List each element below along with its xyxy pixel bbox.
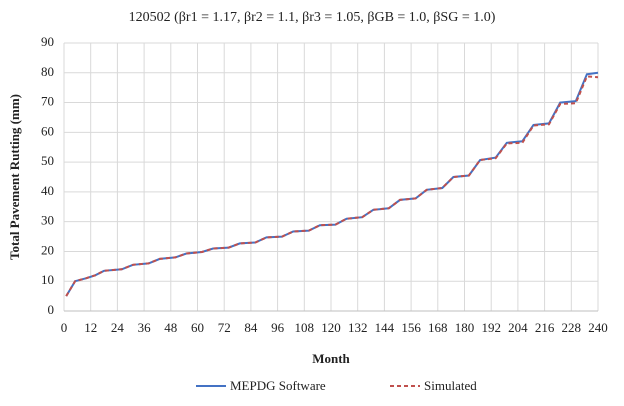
x-tick-label: 108 bbox=[295, 320, 315, 335]
x-tick-label: 120 bbox=[321, 320, 341, 335]
y-tick-label: 80 bbox=[41, 64, 54, 79]
chart-title: 120502 (βr1 = 1.17, βr2 = 1.1, βr3 = 1.0… bbox=[129, 10, 496, 25]
legend-label: MEPDG Software bbox=[230, 378, 326, 393]
x-axis-title: Month bbox=[312, 351, 350, 366]
x-tick-label: 228 bbox=[562, 320, 582, 335]
legend-label: Simulated bbox=[424, 378, 477, 393]
x-tick-label: 36 bbox=[138, 320, 152, 335]
x-tick-label: 96 bbox=[271, 320, 285, 335]
x-tick-label: 84 bbox=[244, 320, 258, 335]
y-tick-label: 0 bbox=[48, 302, 55, 317]
y-tick-label: 40 bbox=[41, 183, 54, 198]
x-tick-label: 12 bbox=[84, 320, 97, 335]
x-tick-label: 204 bbox=[508, 320, 528, 335]
x-tick-label: 192 bbox=[481, 320, 501, 335]
y-axis-title: Total Pavement Rutting (mm) bbox=[7, 94, 22, 260]
x-tick-label: 180 bbox=[455, 320, 475, 335]
x-tick-label: 144 bbox=[375, 320, 395, 335]
x-tick-label: 48 bbox=[164, 320, 177, 335]
y-tick-label: 30 bbox=[41, 213, 54, 228]
x-tick-label: 60 bbox=[191, 320, 204, 335]
x-tick-label: 132 bbox=[348, 320, 368, 335]
x-tick-label: 156 bbox=[401, 320, 421, 335]
y-tick-label: 70 bbox=[41, 94, 54, 109]
y-tick-label: 10 bbox=[41, 272, 54, 287]
x-tick-label: 24 bbox=[111, 320, 125, 335]
y-tick-label: 60 bbox=[41, 123, 54, 138]
x-tick-label: 72 bbox=[218, 320, 231, 335]
y-tick-label: 50 bbox=[41, 153, 54, 168]
x-tick-label: 0 bbox=[61, 320, 68, 335]
y-tick-label: 20 bbox=[41, 242, 54, 257]
series-line bbox=[65, 75, 599, 297]
x-tick-label: 216 bbox=[535, 320, 555, 335]
x-tick-label: 240 bbox=[588, 320, 608, 335]
y-tick-label: 90 bbox=[41, 34, 54, 49]
x-tick-label: 168 bbox=[428, 320, 448, 335]
